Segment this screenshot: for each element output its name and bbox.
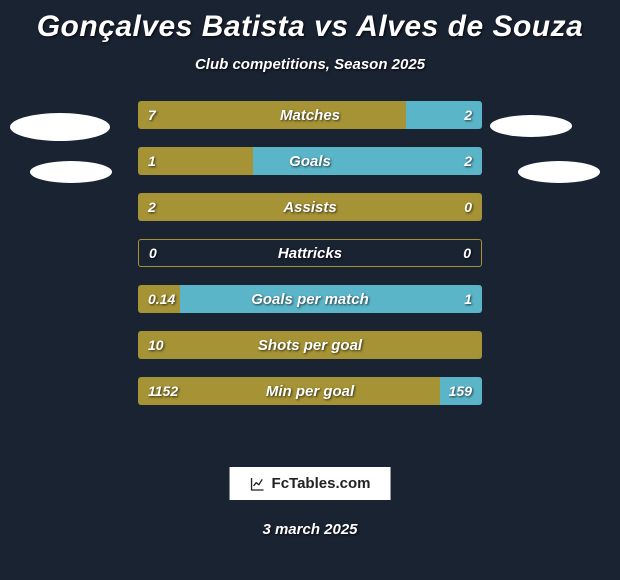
bars-container: 7Matches21Goals22Assists00Hattricks00.14… bbox=[138, 101, 482, 423]
stat-row: 10Shots per goal bbox=[138, 331, 482, 359]
subtitle: Club competitions, Season 2025 bbox=[0, 56, 620, 73]
page-title: Gonçalves Batista vs Alves de Souza bbox=[0, 0, 620, 44]
date-text: 3 march 2025 bbox=[262, 521, 357, 538]
stat-label: Matches bbox=[138, 101, 482, 129]
value-right: 159 bbox=[449, 377, 472, 405]
stat-row: 1152Min per goal159 bbox=[138, 377, 482, 405]
value-right: 0 bbox=[463, 240, 471, 266]
stat-row: 0.14Goals per match1 bbox=[138, 285, 482, 313]
stat-label: Min per goal bbox=[138, 377, 482, 405]
stat-row: 7Matches2 bbox=[138, 101, 482, 129]
player-left-oval-1 bbox=[10, 113, 110, 141]
stat-row: 0Hattricks0 bbox=[138, 239, 482, 267]
stat-label: Hattricks bbox=[139, 240, 481, 266]
stat-label: Shots per goal bbox=[138, 331, 482, 359]
brand-text: FcTables.com bbox=[272, 475, 371, 492]
player-left-oval-2 bbox=[30, 161, 112, 183]
stat-row: 1Goals2 bbox=[138, 147, 482, 175]
stat-label: Goals per match bbox=[138, 285, 482, 313]
value-right: 1 bbox=[464, 285, 472, 313]
stat-label: Assists bbox=[138, 193, 482, 221]
brand-badge: FcTables.com bbox=[230, 467, 391, 500]
value-right: 0 bbox=[464, 193, 472, 221]
chart-icon bbox=[250, 476, 266, 492]
value-right: 2 bbox=[464, 101, 472, 129]
player-right-oval-1 bbox=[490, 115, 572, 137]
stat-row: 2Assists0 bbox=[138, 193, 482, 221]
player-right-oval-2 bbox=[518, 161, 600, 183]
stat-label: Goals bbox=[138, 147, 482, 175]
value-right: 2 bbox=[464, 147, 472, 175]
